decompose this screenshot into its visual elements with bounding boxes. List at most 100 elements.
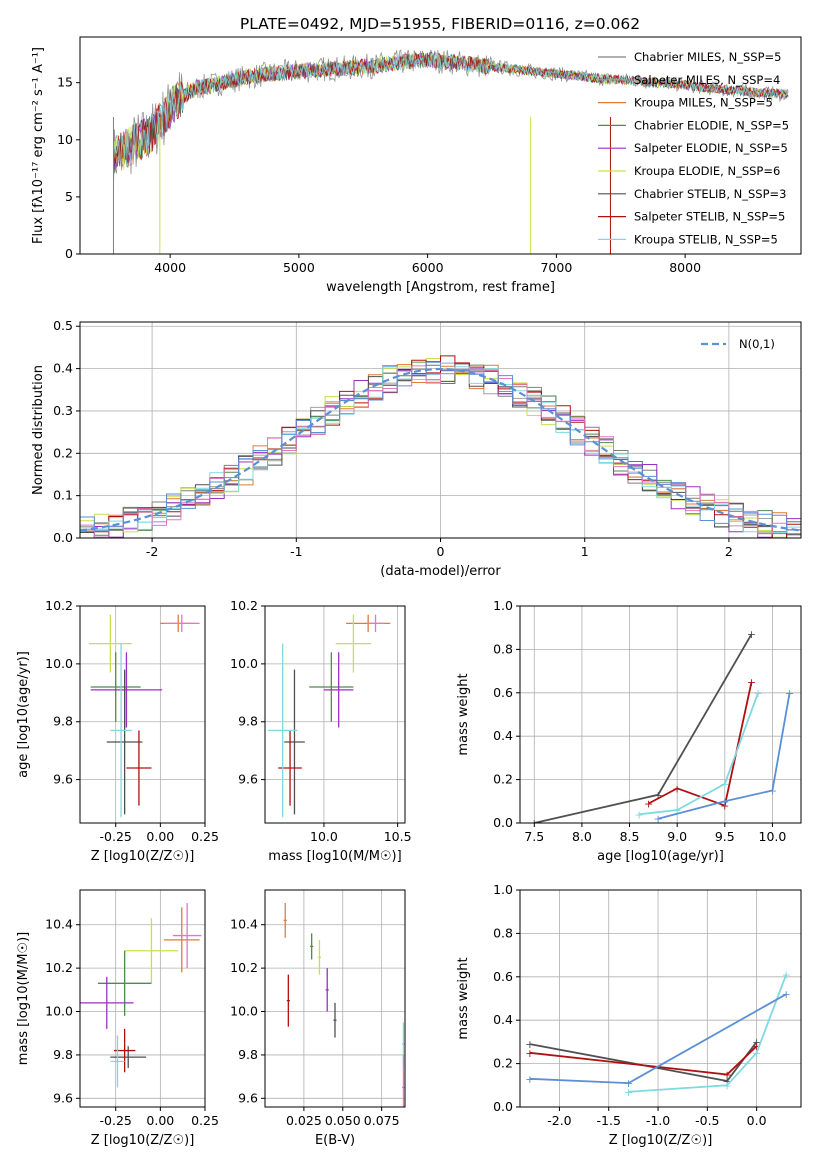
weight-marker: +	[782, 969, 791, 982]
chart-mass-vs-Z: -0.25 0.00 0.25 9.6 9.8 10.0 10.2 10.4 Z [log10(…	[16, 889, 219, 1148]
y-tick-label: 10.0	[230, 656, 258, 671]
x-tick-label: 0.00	[146, 829, 174, 844]
x-tick-label: 0.025	[286, 1113, 322, 1128]
weight-marker: +	[634, 808, 643, 821]
weight-marker: +	[752, 1047, 761, 1060]
x-tick-label: -1.5	[597, 1113, 621, 1128]
x-tick-label: 9.0	[667, 829, 687, 844]
y-tick-label: 1.0	[493, 882, 513, 897]
x-tick-label: 9.5	[715, 829, 735, 844]
plot-area: +++++++++++ ++	[525, 969, 791, 1099]
weight-series	[657, 692, 791, 820]
y-tick-label: 9.6	[53, 772, 73, 787]
y-tick-label: 0.6	[493, 969, 513, 984]
y-tick-label: 10.2	[45, 960, 73, 975]
y-tick-label: 0.6	[493, 685, 513, 700]
chart-age-vs-mass: 10.0 10.5 9.6 9.8 10.0 10.2 mass [log10(M/M☉)]	[230, 598, 411, 864]
weight-marker: +	[747, 676, 756, 689]
weight-marker: +	[720, 778, 729, 791]
weight-marker: +	[654, 813, 663, 826]
chart-massweight-vs-Z: +++++++++++ ++-2.0 -1.5 -1.0 -0.5 0.00.00.20.…	[456, 882, 802, 1148]
weight-marker: +	[747, 628, 756, 641]
plot-area	[283, 903, 405, 1107]
y-tick-label: 10	[57, 132, 73, 147]
weight-marker: +	[768, 784, 777, 797]
y-tick-label: 0.0	[493, 815, 513, 830]
x-tick-label: 8.5	[620, 829, 640, 844]
weight-marker: +	[525, 1038, 534, 1051]
x-tick-label: -1	[290, 544, 302, 559]
weight-marker: +	[525, 1073, 534, 1086]
legend-label: Chabrier MILES, N_SSP=5	[634, 50, 781, 64]
x-tick-label: 0.050	[325, 1113, 361, 1128]
weight-marker: +	[720, 795, 729, 808]
x-axis-label: Z [log10(Z/Z☉)]	[609, 1133, 713, 1148]
weight-series	[638, 692, 759, 816]
y-tick-label: 10.0	[230, 1004, 258, 1019]
weight-marker: +	[752, 1036, 761, 1049]
y-tick-label: 10.2	[230, 598, 258, 613]
y-tick-label: 0.4	[53, 361, 73, 376]
y-tick-label: 10.0	[45, 656, 73, 671]
x-tick-label: 1	[581, 544, 589, 559]
weight-marker: +	[624, 1077, 633, 1090]
normal-curve	[80, 367, 801, 532]
axes-frame	[519, 605, 802, 824]
chart-residuals: N(0,1) -2 -1 0 1 2 0.0 0.1 0.2 0.3 0.4 0.5 (data-mod…	[31, 318, 802, 579]
x-tick-label: 10.5	[384, 829, 412, 844]
weight-marker: +	[654, 789, 663, 802]
x-tick-label: 0.0	[747, 1113, 767, 1128]
x-tick-label: -0.25	[100, 829, 132, 844]
y-tick-label: 0.2	[53, 445, 73, 460]
x-axis-label: age [log10(age/yr)]	[597, 849, 724, 864]
x-tick-label: -0.5	[695, 1113, 719, 1128]
weight-marker: +	[754, 687, 763, 700]
y-tick-label: 15	[57, 75, 73, 90]
legend-label: Kroupa ELODIE, N_SSP=6	[634, 164, 780, 178]
histogram-series	[80, 361, 801, 531]
weight-marker: +	[530, 817, 539, 830]
y-tick-label: 0.0	[493, 1099, 513, 1114]
x-tick-label: -0.25	[100, 1113, 132, 1128]
y-tick-label: 9.8	[53, 714, 73, 729]
weight-series	[628, 974, 788, 1093]
y-tick-label: 9.8	[238, 1047, 258, 1062]
y-tick-label: 0.8	[493, 925, 513, 940]
legend-label: Salpeter STELIB, N_SSP=5	[634, 210, 785, 224]
y-tick-label: 5	[65, 189, 73, 204]
legend-label: Chabrier ELODIE, N_SSP=5	[634, 118, 789, 132]
plot-area	[112, 49, 789, 254]
y-tick-label: 9.6	[238, 1090, 258, 1105]
x-axis-label: Z [log10(Z/Z☉)]	[91, 849, 195, 864]
y-tick-label: 0.2	[493, 772, 513, 787]
axes-frame	[79, 889, 206, 1108]
y-tick-label: 0.4	[493, 1012, 513, 1027]
histogram-series	[80, 365, 801, 538]
weight-marker: +	[782, 988, 791, 1001]
x-axis-label: Z [log10(Z/Z☉)]	[91, 1133, 195, 1148]
y-tick-label: 10.4	[230, 917, 258, 932]
weight-marker: +	[722, 1075, 731, 1088]
weight-marker: +	[752, 1040, 761, 1053]
chart-age-vs-Z: -0.25 0.00 0.25 9.6 9.8 10.0 10.2 Z [log10(Z/Z☉…	[16, 598, 219, 864]
x-tick-label: 5000	[283, 260, 315, 275]
x-tick-label: 10.0	[759, 829, 787, 844]
y-tick-label: 0.1	[53, 488, 73, 503]
chart-mass-vs-EBV: 0.025 0.050 0.075 9.6 9.8 10.0 10.2 10.4 E(B-V)	[230, 889, 406, 1148]
plot-area	[80, 355, 801, 538]
x-axis-label: E(B-V)	[315, 1133, 355, 1148]
y-axis-label: Flux [fλ10⁻¹⁷ erg cm⁻² s⁻¹ A⁻¹]	[31, 47, 46, 244]
x-tick-label: 6000	[412, 260, 444, 275]
weight-marker: +	[644, 797, 653, 810]
y-axis-label: mass weight	[456, 957, 471, 1039]
weight-marker: +	[673, 782, 682, 795]
figure-title: PLATE=0492, MJD=51955, FIBERID=0116, z=0…	[240, 15, 640, 33]
legend-label: Salpeter MILES, N_SSP=4	[634, 73, 780, 87]
legend-label: Salpeter ELODIE, N_SSP=5	[634, 141, 788, 155]
x-tick-label: 0.075	[364, 1113, 400, 1128]
weight-marker: +	[525, 1047, 534, 1060]
x-tick-label: 7000	[540, 260, 572, 275]
y-tick-label: 10.2	[230, 960, 258, 975]
y-tick-label: 9.6	[238, 772, 258, 787]
